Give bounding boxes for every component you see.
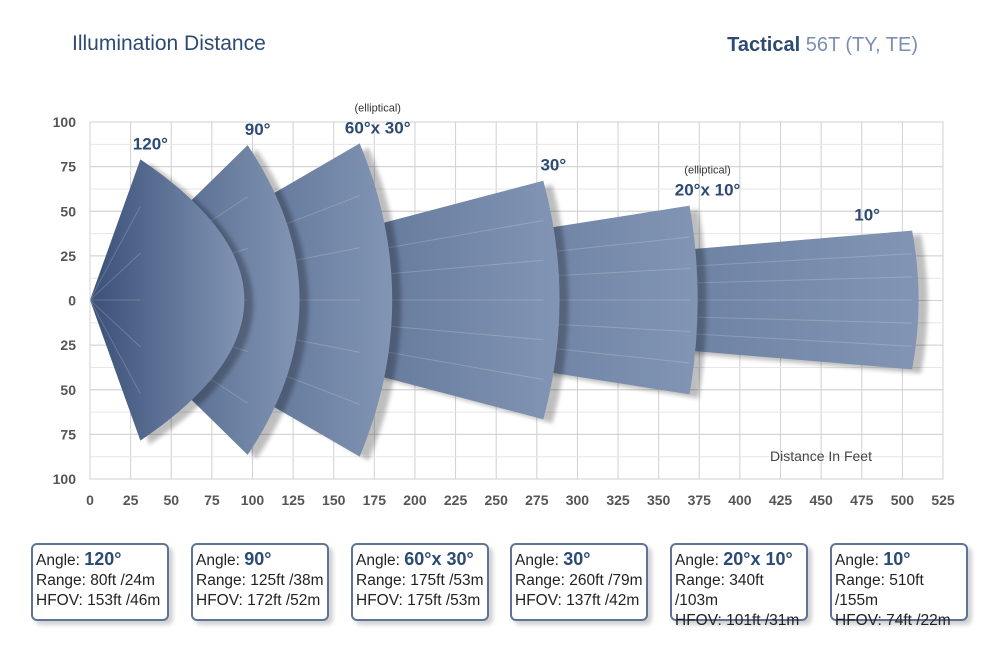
spec-hfov: HFOV: 153ft /46m (36, 592, 161, 609)
spec-range: Range: 260ft /79m (515, 572, 643, 589)
beam-120 (90, 159, 245, 441)
x-tick-label: 125 (281, 492, 305, 508)
y-tick-label: 75 (60, 426, 76, 442)
y-tick-label: 50 (60, 382, 76, 398)
spec-box: Angle: 30° Range: 260ft /79m HFOV: 137ft … (510, 543, 648, 621)
y-tick-label: 50 (60, 203, 76, 219)
spec-range: Range: 340ft /103m (675, 572, 764, 609)
angle-label: Angle: (356, 552, 400, 569)
beam-ray (89, 299, 141, 348)
x-tick-label: 350 (647, 492, 671, 508)
beam-label: 20°x 10° (675, 181, 741, 200)
beam-ray (89, 206, 141, 301)
x-tick-label: 450 (809, 492, 833, 508)
angle-value: 10° (883, 549, 911, 569)
y-tick-label: 100 (53, 471, 77, 487)
spec-range: Range: 80ft /24m (36, 572, 155, 589)
beam-label: 10° (854, 206, 880, 225)
beam-note: (elliptical) (354, 102, 400, 114)
angle-label: Angle: (675, 552, 719, 569)
x-tick-label: 225 (444, 492, 468, 508)
x-tick-label: 475 (850, 492, 874, 508)
x-tick-label: 75 (204, 492, 220, 508)
product-name: Tactical 56T (TY, TE) (727, 34, 918, 57)
spec-angle: Angle: 10° (835, 549, 966, 571)
x-tick-label: 275 (525, 492, 549, 508)
angle-value: 120° (84, 549, 122, 569)
spec-angle: Angle: 30° (515, 549, 646, 571)
x-tick-label: 25 (123, 492, 139, 508)
spec-angle: Angle: 120° (36, 549, 167, 571)
x-tick-label: 250 (485, 492, 509, 508)
spec-hfov: HFOV: 172ft /52m (196, 592, 321, 609)
angle-label: Angle: (835, 552, 879, 569)
x-tick-label: 300 (566, 492, 590, 508)
y-tick-label: 75 (60, 159, 76, 175)
x-tick-label: 425 (769, 492, 793, 508)
x-tick-label: 375 (688, 492, 712, 508)
angle-label: Angle: (196, 552, 240, 569)
model-name: 56T (TY, TE) (805, 34, 918, 56)
x-tick-label: 325 (606, 492, 630, 508)
beam-label: 60°x 30° (345, 118, 411, 137)
x-tick-label: 200 (403, 492, 427, 508)
spec-box: Angle: 120° Range: 80ft /24m HFOV: 153ft … (31, 543, 169, 621)
spec-hfov: HFOV: 101ft /31m (675, 612, 800, 629)
spec-box: Angle: 10° Range: 510ft /155m HFOV: 74ft … (830, 543, 968, 629)
beam-label: 120° (133, 134, 168, 153)
beam-label: 30° (540, 156, 566, 175)
spec-angle: Angle: 20°x 10° (675, 549, 806, 571)
spec-range: Range: 510ft /155m (835, 572, 924, 609)
angle-value: 60°x 30° (404, 549, 474, 569)
beam-note: (elliptical) (684, 165, 730, 177)
angle-label: Angle: (515, 552, 559, 569)
spec-box: Angle: 60°x 30° Range: 175ft /53m HFOV: 1… (351, 543, 489, 621)
beam-ray (89, 299, 141, 394)
y-tick-label: 25 (60, 248, 76, 264)
beam-ray (89, 252, 141, 301)
page-title: Illumination Distance (72, 32, 266, 55)
x-tick-label: 175 (363, 492, 387, 508)
angle-value: 20°x 10° (723, 549, 793, 569)
x-tick-label: 50 (163, 492, 179, 508)
spec-box: Angle: 20°x 10° Range: 340ft /103m HFOV: … (670, 543, 808, 629)
x-tick-label: 150 (322, 492, 346, 508)
spec-range: Range: 175ft /53m (356, 572, 484, 589)
spec-box: Angle: 90° Range: 125ft /38m HFOV: 172ft … (191, 543, 329, 621)
y-tick-label: 25 (60, 337, 76, 353)
y-tick-label: 0 (68, 293, 76, 309)
angle-value: 30° (563, 549, 591, 569)
brand-name: Tactical (727, 34, 801, 56)
spec-angle: Angle: 90° (196, 549, 327, 571)
spec-hfov: HFOV: 74ft /22m (835, 612, 951, 629)
x-tick-label: 0 (86, 492, 94, 508)
x-tick-label: 500 (891, 492, 915, 508)
x-axis-label: Distance In Feet (770, 448, 872, 464)
spec-hfov: HFOV: 137ft /42m (515, 592, 640, 609)
angle-label: Angle: (36, 552, 80, 569)
beam-label: 90° (245, 120, 271, 139)
spec-hfov: HFOV: 175ft /53m (356, 592, 481, 609)
x-tick-label: 525 (931, 492, 955, 508)
x-tick-label: 400 (728, 492, 752, 508)
x-tick-label: 100 (241, 492, 265, 508)
y-tick-label: 100 (53, 114, 77, 130)
angle-value: 90° (244, 549, 272, 569)
spec-range: Range: 125ft /38m (196, 572, 324, 589)
spec-angle: Angle: 60°x 30° (356, 549, 487, 571)
